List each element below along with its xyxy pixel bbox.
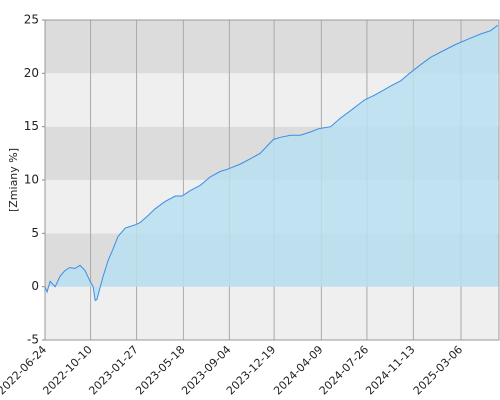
x-tick-label: 2024-11-13 bbox=[363, 343, 417, 397]
x-tick-label: 2023-01-27 bbox=[86, 343, 140, 397]
y-tick-label: -5 bbox=[27, 333, 39, 347]
band bbox=[45, 286, 499, 340]
y-tick-label: 25 bbox=[24, 13, 39, 27]
plot-border bbox=[44, 19, 500, 341]
y-tick-label: 15 bbox=[24, 119, 39, 133]
y-tick-label: 5 bbox=[31, 226, 39, 240]
y-tick-label: 10 bbox=[24, 173, 39, 187]
line bbox=[44, 24, 499, 302]
y-axis-label: [Zmiany %] bbox=[7, 148, 20, 212]
y-tick-label: 0 bbox=[31, 279, 39, 293]
area bbox=[45, 25, 498, 301]
y-tick-label: 20 bbox=[24, 66, 39, 80]
x-tick-label: 2025-03-06 bbox=[411, 343, 465, 397]
